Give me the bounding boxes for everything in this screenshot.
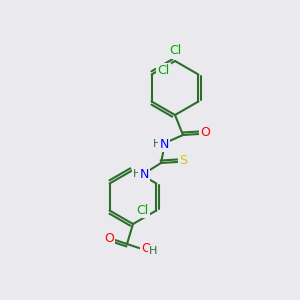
Text: Cl: Cl: [169, 44, 181, 58]
Text: H: H: [133, 169, 141, 179]
Text: O: O: [200, 127, 210, 140]
Text: N: N: [159, 137, 169, 151]
Text: S: S: [179, 154, 187, 167]
Text: Cl: Cl: [136, 204, 148, 217]
Text: O: O: [104, 232, 114, 245]
Text: H: H: [149, 246, 157, 256]
Text: O: O: [141, 242, 151, 254]
Text: N: N: [139, 167, 149, 181]
Text: Cl: Cl: [158, 64, 170, 77]
Text: H: H: [153, 139, 161, 149]
